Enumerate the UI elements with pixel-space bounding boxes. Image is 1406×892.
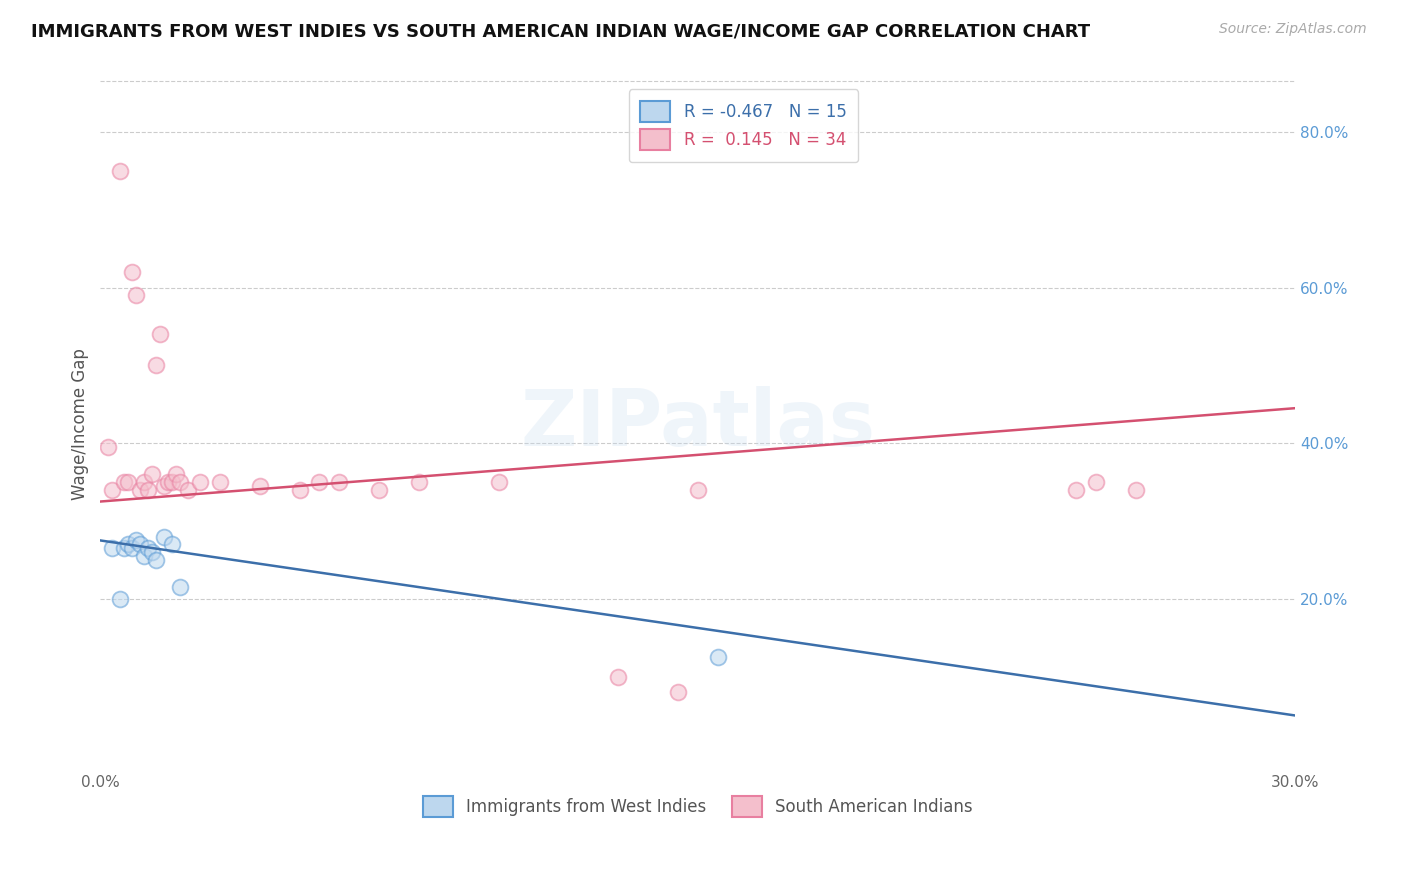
Point [101,541,124,556]
Point [157,475,180,489]
Point [136,541,159,556]
Point [134,475,156,489]
Point [408,475,430,489]
Point [1085,475,1108,489]
Legend: Immigrants from West Indies, South American Indians: Immigrants from West Indies, South Ameri… [416,789,980,824]
Point [121,541,143,556]
Point [153,530,176,544]
Point [666,685,689,699]
Point [153,479,176,493]
Point [141,467,163,482]
Point [607,670,630,684]
Point [145,553,167,567]
Point [125,533,148,548]
Point [101,483,124,497]
Point [249,479,271,493]
Point [136,483,159,497]
Point [1066,483,1088,497]
Point [149,327,172,342]
Point [145,359,167,373]
Text: Source: ZipAtlas.com: Source: ZipAtlas.com [1219,22,1367,37]
Point [134,549,156,563]
Point [308,475,330,489]
Point [488,475,510,489]
Point [208,475,231,489]
Point [288,483,311,497]
Point [141,545,163,559]
Point [117,537,139,551]
Point [368,483,391,497]
Point [160,475,183,489]
Point [117,475,139,489]
Point [110,164,132,178]
Y-axis label: Wage/Income Gap: Wage/Income Gap [72,348,89,500]
Point [1125,483,1147,497]
Point [112,475,135,489]
Point [110,591,132,606]
Point [328,475,350,489]
Point [112,541,135,556]
Point [686,483,709,497]
Point [97,440,120,454]
Point [707,650,730,665]
Point [177,483,200,497]
Point [160,537,183,551]
Text: IMMIGRANTS FROM WEST INDIES VS SOUTH AMERICAN INDIAN WAGE/INCOME GAP CORRELATION: IMMIGRANTS FROM WEST INDIES VS SOUTH AME… [31,22,1090,40]
Point [125,288,148,302]
Text: ZIPatlas: ZIPatlas [520,385,876,462]
Point [129,537,152,551]
Point [121,265,143,279]
Point [129,483,152,497]
Point [169,475,191,489]
Point [169,580,191,594]
Point [165,467,187,482]
Point [188,475,211,489]
